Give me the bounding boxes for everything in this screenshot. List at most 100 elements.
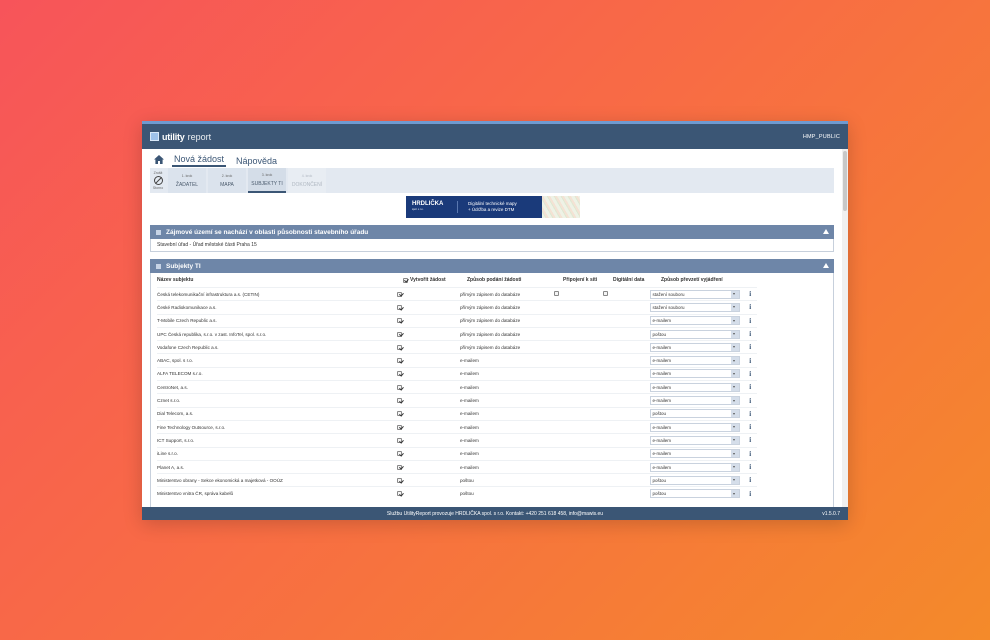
info-cell: i (743, 383, 757, 391)
reply-method-select[interactable]: stažení souboru (649, 302, 740, 312)
scrollbar-thumb[interactable] (843, 151, 847, 211)
subjects-section-header[interactable]: Subjekty TI (150, 259, 834, 273)
digital-cell (602, 291, 650, 297)
ad-banner[interactable]: HRDLIČKA spol. s r.o. Digitální technick… (406, 196, 542, 218)
info-icon[interactable]: i (749, 449, 752, 458)
info-icon[interactable]: i (749, 463, 752, 471)
create-request-checkbox[interactable] (397, 477, 403, 483)
submission-way: poštou (459, 477, 474, 483)
top-accent-strip (142, 121, 848, 124)
info-icon[interactable]: i (749, 316, 752, 325)
step-subjects[interactable]: 3. krok SUBJEKTY TI (248, 168, 286, 193)
reply-method-select[interactable]: e-mailem (649, 316, 740, 326)
banner-line1: Digitální technické mapy (468, 201, 517, 206)
cancel-icon (153, 176, 163, 185)
table-row: České Radiokomunikace a.s. přímým zápisem… (157, 300, 757, 313)
reply-method-select[interactable]: poštou (649, 475, 740, 485)
digital-data-checkbox[interactable] (602, 291, 608, 297)
info-icon[interactable]: i (749, 436, 752, 445)
step-applicant[interactable]: 1. krok ŽADATEL (168, 168, 206, 193)
info-icon[interactable]: i (749, 356, 752, 365)
info-icon[interactable]: i (749, 343, 752, 352)
info-icon[interactable]: i (749, 290, 752, 299)
tab-new-request[interactable]: Nová žádost (172, 154, 227, 167)
create-request-checkbox[interactable] (397, 491, 403, 497)
reply-method-select[interactable]: e-mailem (649, 462, 740, 472)
banner-brand: HRDLIČKA spol. s r.o. (406, 201, 458, 213)
cancel-top-label: Zrušit (153, 171, 163, 175)
section-square-icon (156, 263, 161, 269)
create-request-checkbox[interactable] (397, 358, 403, 364)
info-icon[interactable]: i (749, 423, 752, 432)
info-cell: i (743, 410, 757, 418)
create-request-checkbox[interactable] (397, 384, 403, 390)
create-cell (397, 384, 460, 390)
banner-line2: + Údržba a revize DTM (468, 207, 515, 212)
subject-name: UPC Česká republika, s.r.o. v zast. Info… (157, 331, 267, 337)
collapse-caret-icon[interactable] (823, 263, 829, 268)
reply-method-select[interactable]: e-mailem (649, 356, 740, 366)
info-icon[interactable]: i (749, 369, 752, 378)
select-all-checkbox[interactable] (403, 277, 408, 283)
create-request-checkbox[interactable] (397, 451, 403, 457)
create-request-checkbox[interactable] (397, 291, 403, 297)
reply-method-value: e-mailem (652, 384, 672, 390)
info-icon[interactable]: i (749, 383, 752, 392)
home-icon[interactable] (154, 155, 164, 165)
info-icon[interactable]: i (749, 330, 752, 339)
info-icon[interactable]: i (749, 409, 752, 418)
reply-method-select[interactable]: e-mailem (649, 422, 740, 432)
info-icon[interactable]: i (749, 396, 752, 405)
table-row: T-Mobile Czech Republic a.s. přímým zápis… (157, 313, 757, 327)
page-scrollbar[interactable] (842, 149, 848, 507)
reply-cell: e-mailem (649, 382, 744, 392)
create-request-checkbox[interactable] (397, 331, 403, 337)
create-request-checkbox[interactable] (397, 437, 403, 443)
reply-method-select[interactable]: e-mailem (649, 369, 740, 379)
reply-method-select[interactable]: e-mailem (649, 449, 740, 459)
create-request-checkbox[interactable] (397, 304, 403, 310)
reply-cell: poštou (649, 489, 744, 499)
submission-way: přímým zápisem do databáze (459, 331, 521, 337)
wizard-steps: Zrušit Storno 1. krok ŽADATEL 2. krok MA… (150, 168, 834, 193)
submission-way: e-mailem (459, 358, 479, 364)
create-request-checkbox[interactable] (397, 371, 403, 377)
create-request-checkbox[interactable] (397, 318, 403, 324)
step-map[interactable]: 2. krok MAPA (208, 168, 246, 193)
connection-checkbox[interactable] (553, 291, 559, 297)
collapse-caret-icon[interactable] (823, 229, 829, 234)
reply-method-value: poštou (652, 331, 667, 337)
header-way: Způsob podání žádosti (467, 277, 522, 283)
create-request-checkbox[interactable] (397, 344, 403, 350)
create-request-checkbox[interactable] (397, 464, 403, 470)
user-label[interactable]: HMP_PUBLIC (802, 133, 840, 140)
reply-method-select[interactable]: e-mailem (649, 435, 740, 445)
info-icon[interactable]: i (749, 489, 752, 498)
tab-help[interactable]: Nápověda (236, 156, 278, 166)
info-icon[interactable]: i (749, 476, 752, 485)
submission-way: přímým zápisem do databáze (459, 344, 521, 350)
table-row: UPC Česká republika, s.r.o. v zast. Info… (157, 326, 757, 340)
reply-method-select[interactable]: e-mailem (649, 382, 740, 392)
cancel-button[interactable]: Zrušit Storno (150, 168, 166, 193)
reply-method-select[interactable]: e-mailem (649, 342, 740, 352)
info-cell: i (743, 303, 757, 311)
reply-method-select[interactable]: poštou (649, 329, 740, 339)
reply-method-value: stažení souboru (652, 304, 685, 310)
reply-method-select[interactable]: stažení souboru (649, 289, 740, 299)
app-logo[interactable]: utility report (150, 132, 211, 142)
reply-method-value: e-mailem (652, 371, 672, 377)
create-request-checkbox[interactable] (397, 411, 403, 417)
area-section-header[interactable]: Zájmové území se nachází v oblasti působ… (150, 225, 834, 239)
create-request-checkbox[interactable] (397, 424, 403, 430)
info-icon[interactable]: i (749, 303, 752, 312)
header-reply: Způsob převzetí vyjádření (661, 277, 723, 283)
info-cell: i (743, 463, 757, 471)
create-request-checkbox[interactable] (397, 398, 403, 404)
reply-method-select[interactable]: poštou (649, 489, 740, 499)
chevron-down-icon (730, 423, 739, 431)
reply-method-select[interactable]: e-mailem (649, 396, 740, 406)
reply-method-select[interactable]: poštou (649, 409, 740, 419)
chevron-down-icon (730, 490, 739, 498)
info-cell: i (743, 290, 757, 298)
